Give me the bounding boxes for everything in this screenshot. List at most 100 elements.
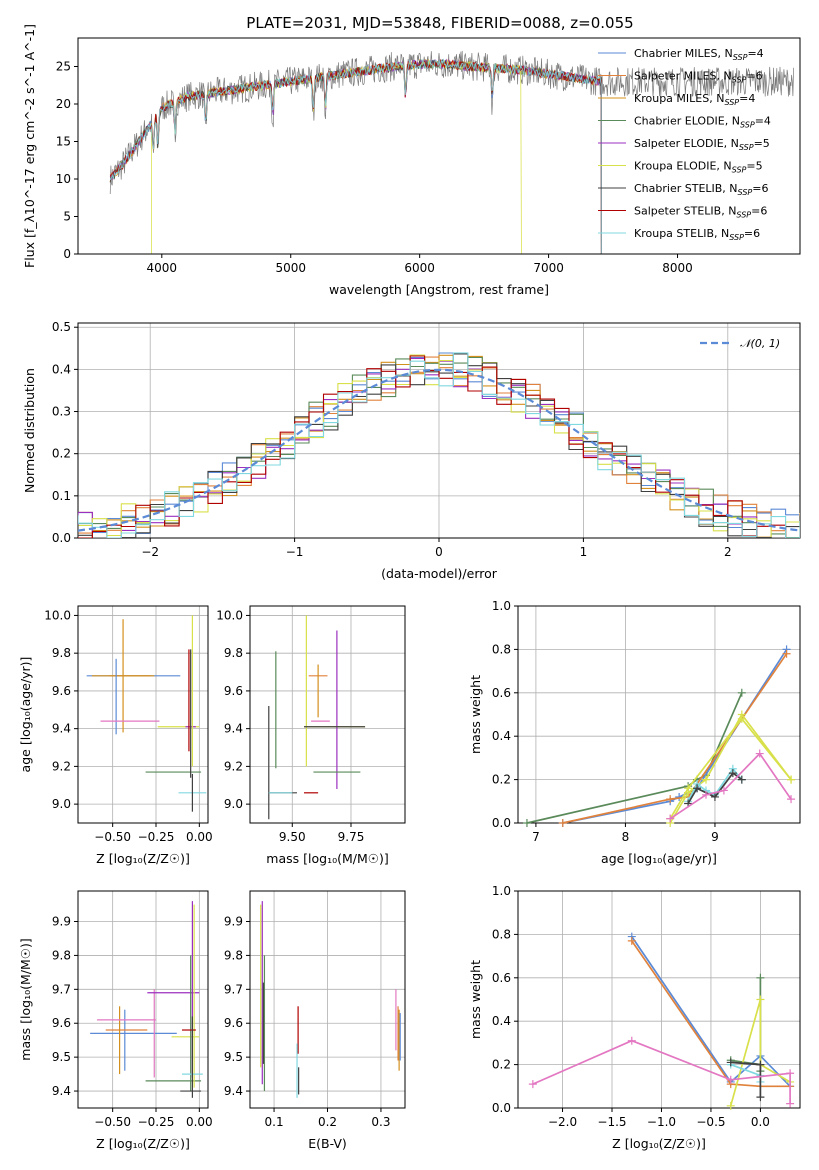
x-axis-label: mass [log₁₀(M/M☉)] bbox=[266, 851, 388, 866]
x-axis-label: Z [log₁₀(Z/Z☉)] bbox=[96, 851, 190, 866]
x-tick-label: 4000 bbox=[147, 261, 178, 275]
x-tick-label: 0.1 bbox=[265, 1115, 284, 1129]
x-tick-label: 7000 bbox=[533, 261, 564, 275]
data-point-marker bbox=[710, 792, 719, 801]
y-tick-label: 9.8 bbox=[224, 948, 243, 962]
y-tick-label: 9.9 bbox=[52, 915, 71, 929]
y-tick-label: 1.0 bbox=[492, 884, 511, 898]
x-axis-label: E(B-V) bbox=[308, 1136, 347, 1151]
legend-label: Chabrier MILES, NSSP=4 bbox=[634, 47, 764, 62]
y-tick-label: 0.0 bbox=[52, 531, 71, 545]
data-point-marker bbox=[726, 1058, 735, 1067]
data-point-marker bbox=[684, 784, 693, 793]
model-spectrum-line bbox=[109, 58, 602, 254]
y-tick-label: 9.6 bbox=[52, 1016, 71, 1030]
y-tick-label: 0.6 bbox=[492, 686, 511, 700]
x-tick-label: 5000 bbox=[275, 261, 306, 275]
data-point-marker bbox=[756, 973, 765, 982]
age-vs-metallicity-panel: −0.50 −0.25 0.00 9.0 9.2 9.4 9.6 9.8 10.0 Z [log₁… bbox=[18, 605, 213, 866]
y-tick-label: 9.2 bbox=[224, 759, 243, 773]
x-tick-label: −0.50 bbox=[94, 830, 131, 844]
legend-label: Kroupa MILES, NSSP=4 bbox=[634, 92, 755, 107]
model-spectrum-line bbox=[109, 58, 602, 254]
x-axis-label: (data-model)/error bbox=[381, 566, 498, 581]
y-axis-label: mass weight bbox=[468, 675, 483, 754]
y-tick-label: 0.1 bbox=[52, 489, 71, 503]
x-tick-label: −0.5 bbox=[696, 1115, 725, 1129]
y-tick-label: 0.8 bbox=[492, 927, 511, 941]
x-axis-label: wavelength [Angstrom, rest frame] bbox=[329, 282, 549, 297]
x-tick-label: 9 bbox=[711, 830, 719, 844]
mass-weight-line bbox=[669, 717, 792, 820]
x-tick-label: 0.00 bbox=[186, 830, 213, 844]
y-tick-label: 9.0 bbox=[224, 797, 243, 811]
y-axis-label: age [log₁₀(age/yr)] bbox=[18, 657, 33, 773]
y-axis-label: mass weight bbox=[468, 960, 483, 1039]
data-point-marker bbox=[756, 1093, 765, 1102]
axes-frame bbox=[77, 37, 801, 255]
model-spectrum-line bbox=[109, 59, 602, 254]
data-point-marker bbox=[756, 995, 765, 1004]
data-point-marker bbox=[558, 819, 567, 827]
y-tick-label: 9.4 bbox=[52, 722, 71, 736]
data-point-marker bbox=[726, 1101, 735, 1110]
y-tick-label: 10.0 bbox=[216, 608, 243, 622]
x-tick-label: −0.25 bbox=[138, 830, 175, 844]
y-tick-label: 5 bbox=[63, 210, 71, 224]
y-tick-label: 0.8 bbox=[492, 642, 511, 656]
residual-histogram-panel: −2 −1 0 1 2 0.0 0.1 0.2 0.3 0.4 0.5 (data-model)/er… bbox=[22, 320, 801, 581]
data-point-marker bbox=[726, 1075, 735, 1084]
y-tick-label: 9.8 bbox=[52, 646, 71, 660]
axes-frame bbox=[249, 605, 406, 824]
data-point-marker bbox=[737, 688, 746, 697]
histogram-series bbox=[78, 352, 800, 538]
legend-label: Chabrier STELIB, NSSP=6 bbox=[634, 182, 768, 197]
y-tick-label: 0.2 bbox=[492, 1058, 511, 1072]
data-point-marker bbox=[702, 790, 710, 799]
legend-label: Chabrier ELODIE, NSSP=4 bbox=[634, 115, 771, 130]
y-tick-label: 9.5 bbox=[224, 1050, 243, 1064]
y-tick-label: 0.0 bbox=[492, 816, 511, 830]
model-spectrum-line bbox=[109, 58, 602, 254]
y-tick-label: 9.2 bbox=[52, 759, 71, 773]
y-tick-label: 25 bbox=[56, 60, 71, 74]
legend-label: 𝒩(0, 1) bbox=[740, 337, 780, 350]
normal-curve-line bbox=[78, 368, 800, 532]
mass-weight-vs-age-panel: 7 8 9 0.0 0.2 0.4 0.6 0.8 1.0 age [log₁₀(age/yr)]… bbox=[468, 599, 801, 866]
y-tick-label: 9.6 bbox=[224, 684, 243, 698]
mass-vs-metallicity-panel: −0.50 −0.25 0.00 9.4 9.5 9.6 9.7 9.8 9.9 Z [log₁₀… bbox=[18, 890, 213, 1151]
y-tick-label: 9.4 bbox=[52, 1084, 71, 1098]
data-point-marker bbox=[693, 784, 702, 793]
x-tick-label: 7 bbox=[532, 830, 540, 844]
y-tick-label: 9.6 bbox=[224, 1016, 243, 1030]
mass-weight-line bbox=[687, 767, 743, 802]
mass-weight-line bbox=[631, 936, 791, 1087]
legend-label: Salpeter ELODIE, NSSP=5 bbox=[634, 137, 770, 152]
y-tick-label: 9.7 bbox=[52, 982, 71, 996]
data-point-marker bbox=[627, 936, 636, 945]
data-point-marker bbox=[627, 1036, 636, 1045]
mass-weight-line bbox=[729, 999, 791, 1107]
y-axis-label: Flux [f_λ10^-17 erg cm^-2 s^-1 A^-1] bbox=[22, 24, 37, 268]
x-tick-label: −2.0 bbox=[548, 1115, 577, 1129]
x-axis-label: Z [log₁₀(Z/Z☉)] bbox=[96, 1136, 190, 1151]
y-tick-label: 0.6 bbox=[492, 971, 511, 985]
spectrum-panel: 4000 5000 6000 7000 8000 0 5 10 15 20 25 wavelength… bbox=[22, 24, 801, 297]
data-point-marker bbox=[787, 775, 796, 784]
y-axis-label: mass [log₁₀(M/M☉)] bbox=[18, 938, 33, 1060]
legend-label: Salpeter STELIB, NSSP=6 bbox=[634, 205, 767, 220]
legend-label: Kroupa ELODIE, NSSP=5 bbox=[634, 160, 763, 175]
x-axis-label: age [log₁₀(age/yr)] bbox=[601, 851, 717, 866]
mass-weight-line bbox=[526, 692, 743, 824]
x-tick-label: 0.3 bbox=[371, 1115, 390, 1129]
data-point-marker bbox=[737, 714, 746, 723]
x-tick-label: 9.50 bbox=[279, 830, 306, 844]
model-spectrum-line bbox=[110, 58, 602, 254]
data-point-marker bbox=[666, 795, 675, 804]
model-spectrum-line bbox=[109, 58, 602, 254]
data-point-marker bbox=[528, 1080, 537, 1089]
axes-frame bbox=[517, 890, 801, 1109]
y-tick-label: 15 bbox=[56, 135, 71, 149]
histogram-step-line bbox=[78, 352, 800, 538]
